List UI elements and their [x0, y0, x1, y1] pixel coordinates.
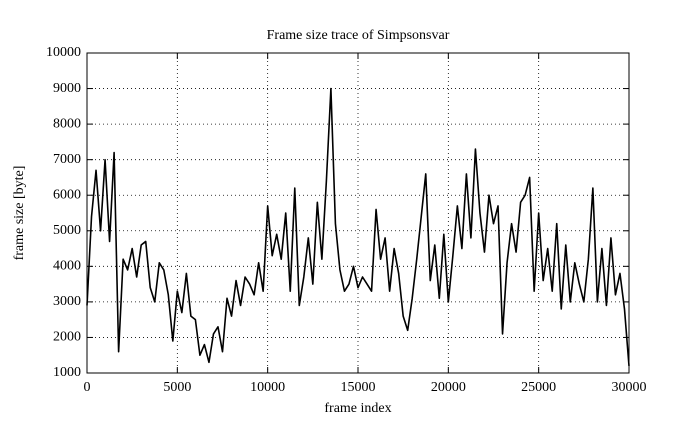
y-tick-label: 3000	[53, 294, 81, 309]
y-tick-label: 4000	[53, 259, 81, 274]
chart-title: Frame size trace of Simpsonsvar	[267, 28, 450, 43]
x-tick-label: 25000	[521, 380, 556, 395]
data-line	[86, 87, 630, 366]
y-tick-label: 6000	[53, 187, 81, 202]
x-tick-label: 20000	[431, 380, 466, 395]
y-tick-label: 7000	[53, 152, 81, 167]
x-tick-label: 15000	[341, 380, 376, 395]
x-tick-label: 0	[84, 380, 91, 395]
x-tick-label: 5000	[163, 380, 191, 395]
x-tick-label: 10000	[250, 380, 285, 395]
y-tick-label: 9000	[53, 81, 81, 96]
x-tick-label: 30000	[612, 380, 647, 395]
y-tick-label: 8000	[53, 116, 81, 131]
y-tick-label: 10000	[46, 45, 81, 60]
y-tick-label: 5000	[53, 223, 81, 238]
y-tick-label: 2000	[53, 330, 81, 345]
y-tick-label: 1000	[53, 365, 81, 380]
y-axis-label: frame size [byte]	[12, 166, 27, 261]
x-axis-label: frame index	[324, 401, 391, 416]
